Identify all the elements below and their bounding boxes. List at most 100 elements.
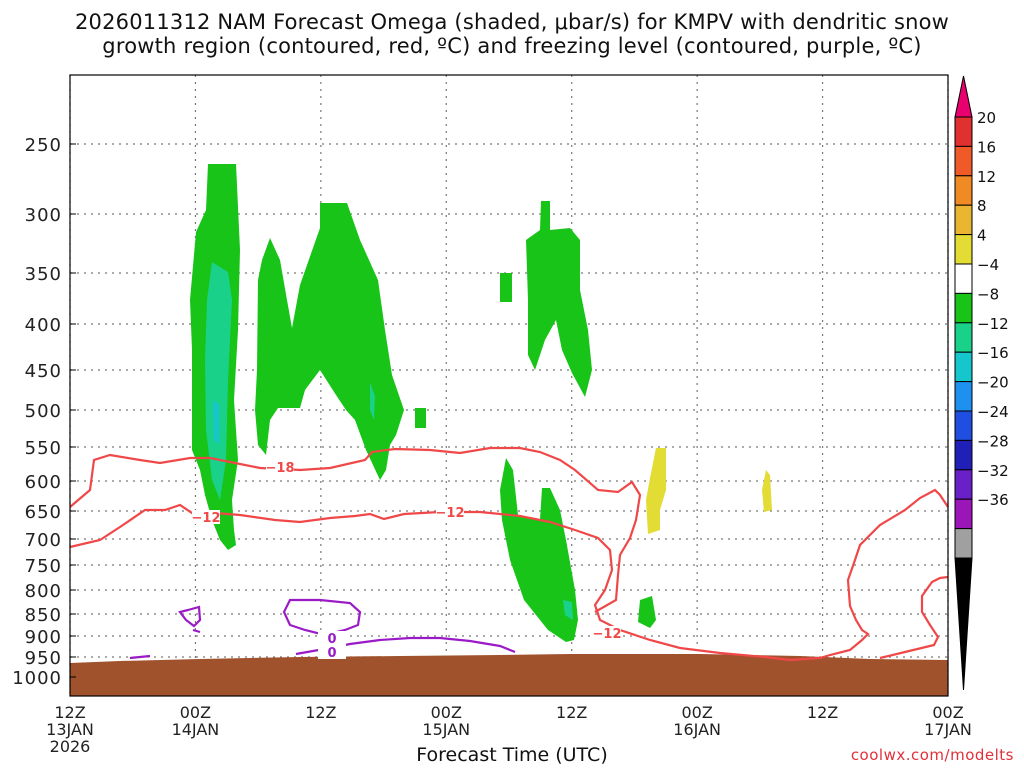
dgz-contour-minus18 <box>69 446 642 613</box>
credit-link[interactable]: coolwx.com/modelts <box>850 746 1014 764</box>
omega-region-5 <box>500 273 512 302</box>
colorbar-label: −16 <box>977 344 1009 362</box>
chart-title: 2026011312 NAM Forecast Omega (shaded, μ… <box>74 10 950 34</box>
dgz-contour-minus12-east <box>879 575 949 660</box>
colorbar-box <box>954 263 973 294</box>
omega-region-4 <box>526 201 592 397</box>
contour-label-bg <box>192 510 220 524</box>
colorbar-box <box>954 498 973 530</box>
contour-label: −12 <box>192 511 221 526</box>
colorbar-box <box>954 322 973 353</box>
x-tick-label: 12Z <box>556 703 587 722</box>
y-tick-label: 750 <box>25 556 62 577</box>
colorbar-box <box>954 175 973 206</box>
x-tick-label: 12Z <box>807 703 838 722</box>
omega-region-7 <box>638 596 656 628</box>
omega-yellow-region-1 <box>646 448 666 534</box>
colorbar-label: 20 <box>977 109 996 127</box>
x-tick-label: 17JAN <box>924 720 972 739</box>
y-tick-label: 250 <box>25 135 62 156</box>
x-axis-title: Forecast Time (UTC) <box>416 744 608 766</box>
contour-label-bg <box>593 626 621 640</box>
colorbar-label: −24 <box>977 403 1009 421</box>
contour-label: −12 <box>436 506 465 521</box>
chart-subtitle: growth region (contoured, red, ºC) and f… <box>102 34 922 58</box>
y-tick-label: 550 <box>25 438 62 459</box>
x-tick-label: 2026 <box>50 737 91 756</box>
colorbar-box <box>954 145 973 177</box>
y-tick-label: 350 <box>25 264 62 285</box>
colorbar-label: −8 <box>977 285 999 303</box>
colorbar-box <box>954 351 973 383</box>
y-tick-label: 300 <box>25 205 62 226</box>
contour-label: −18 <box>266 461 295 476</box>
colorbar-label: −32 <box>977 462 1009 480</box>
x-tick-label: 00Z <box>932 703 963 722</box>
y-tick-label: 700 <box>25 530 62 551</box>
plot-frame <box>69 74 949 697</box>
x-tick-label: 16JAN <box>673 720 721 739</box>
colorbar-label: −36 <box>977 491 1009 509</box>
omega-shading-cyan <box>213 400 219 445</box>
omega-teal-region-1 <box>205 262 232 500</box>
freezing-contour-4 <box>129 654 151 660</box>
contour-label: −12 <box>593 627 622 642</box>
x-tick-label: 12Z <box>54 703 85 722</box>
omega-region-6 <box>500 458 578 642</box>
y-tick-label: 650 <box>25 502 62 523</box>
colorbar-label: −12 <box>977 315 1009 333</box>
omega-shading-teal <box>205 262 573 620</box>
y-tick-label: 1000 <box>12 668 62 689</box>
colorbar-label: 4 <box>977 227 987 245</box>
x-tick-label: 00Z <box>681 703 712 722</box>
y-tick-label: 450 <box>25 361 62 382</box>
y-tick-label: 900 <box>25 627 62 648</box>
x-tick-label: 12Z <box>305 703 336 722</box>
y-tick-label: 500 <box>25 401 62 422</box>
omega-teal-region-3 <box>563 600 573 620</box>
colorbar-box <box>954 439 973 471</box>
x-tick-label: 00Z <box>180 703 211 722</box>
colorbar-label: 12 <box>977 168 996 186</box>
freezing-contour-2 <box>282 598 362 637</box>
freezing-contour-1b <box>192 628 201 634</box>
colorbar-box <box>954 469 973 500</box>
omega-region-3 <box>415 408 426 428</box>
contour-label: 0 <box>327 646 336 661</box>
contour-label: 0 <box>327 632 336 647</box>
colorbar-box <box>954 528 973 559</box>
y-tick-label: 400 <box>25 315 62 336</box>
freezing-contour-1 <box>178 605 202 628</box>
omega-cyan-region-1 <box>213 400 219 445</box>
contour-label-bg <box>318 645 346 659</box>
x-tick-label: 00Z <box>431 703 462 722</box>
contour-label-bg <box>318 631 346 645</box>
omega-region-2 <box>255 203 404 480</box>
omega-yellow-region-2 <box>762 470 772 512</box>
colorbar-box <box>954 204 973 236</box>
x-tick-label: 13JAN <box>46 720 94 739</box>
colorbar-box <box>954 381 973 412</box>
x-tick-label: 15JAN <box>422 720 470 739</box>
colorbar-top-arrow <box>954 75 973 118</box>
colorbar-bottom-arrow <box>954 557 973 691</box>
colorbar-label: 16 <box>977 138 996 156</box>
dgz-contours <box>69 446 949 662</box>
y-tick-label: 850 <box>25 605 62 626</box>
dgz-contour-minus12-main <box>69 488 949 662</box>
colorbar: 20 16 12 8 4 −4 −8 −12 −16 −20 −24 −28 −32 −36 <box>954 75 1009 691</box>
colorbar-label: −20 <box>977 374 1009 392</box>
y-tick-label: 600 <box>25 472 62 493</box>
omega-shading-green <box>190 164 656 642</box>
colorbar-label: −28 <box>977 432 1009 450</box>
colorbar-box <box>954 234 973 265</box>
y-tick-label: 800 <box>25 581 62 602</box>
colorbar-label: 8 <box>977 197 987 215</box>
contour-label-bg <box>266 460 294 474</box>
contour-label-bg <box>436 505 464 519</box>
omega-teal-region-2 <box>370 382 375 420</box>
x-tick-label: 14JAN <box>172 720 220 739</box>
colorbar-box <box>954 116 973 147</box>
terrain-fill <box>70 654 948 696</box>
